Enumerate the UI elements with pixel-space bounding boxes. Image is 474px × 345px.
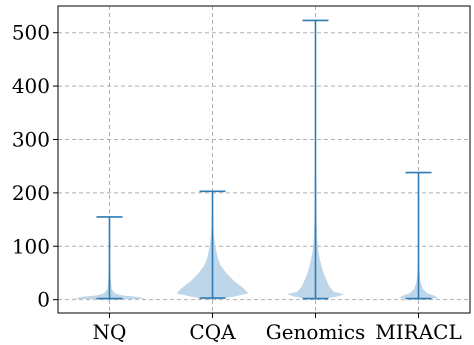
x-tick-label: MIRACL <box>375 320 461 344</box>
grid-lines <box>58 6 470 313</box>
y-tick-label: 100 <box>12 234 50 258</box>
x-tick-label: CQA <box>189 320 236 344</box>
y-axis-ticks: 0 100 200 300 400 500 <box>12 21 58 312</box>
violin-bodies <box>73 20 439 300</box>
y-tick-label: 200 <box>12 181 50 205</box>
plot-area-frame <box>57 5 471 314</box>
x-tick-label: Genomics <box>266 320 366 344</box>
x-axis-ticks: NQ CQA Genomics MIRACL <box>93 313 462 344</box>
violin-stat-lines <box>96 19 432 300</box>
y-tick-label: 500 <box>12 21 50 45</box>
x-tick-label: NQ <box>93 320 127 344</box>
y-tick-label: 300 <box>12 127 50 151</box>
y-tick-label: 400 <box>12 74 50 98</box>
y-tick-label: 0 <box>37 288 50 312</box>
